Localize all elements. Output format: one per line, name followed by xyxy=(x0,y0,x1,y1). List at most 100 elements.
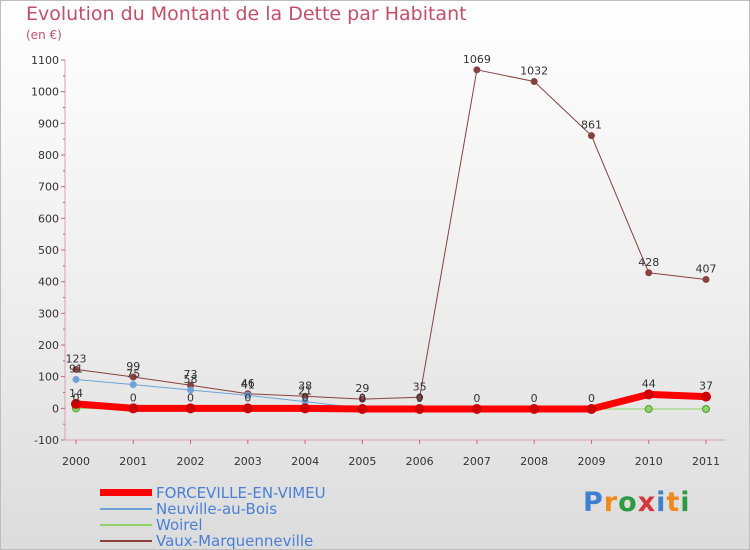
logo-letter: r xyxy=(603,487,619,518)
y-tick-label: 400 xyxy=(38,276,59,289)
y-tick-label: 700 xyxy=(38,181,59,194)
legend-item: FORCEVILLE-EN-VIMEU xyxy=(100,483,360,502)
series-line xyxy=(72,390,710,413)
y-tick-label: 1100 xyxy=(31,54,59,67)
data-point xyxy=(301,398,309,406)
x-tick-label: 2000 xyxy=(62,455,90,468)
data-label: 0 xyxy=(302,391,309,404)
legend-label: FORCEVILLE-EN-VIMEU xyxy=(156,483,326,502)
data-label: 0 xyxy=(73,391,80,404)
x-tick-label: 2006 xyxy=(406,455,434,468)
y-tick-label: 100 xyxy=(38,371,59,384)
logo-letter: i xyxy=(656,487,667,518)
data-point xyxy=(185,403,196,414)
legend-label: Neuville-au-Bois xyxy=(156,499,278,518)
data-label: 21 xyxy=(298,385,312,398)
data-label: 29 xyxy=(355,382,369,395)
data-point xyxy=(586,403,597,414)
x-tick-label: 2003 xyxy=(234,455,262,468)
data-point xyxy=(529,403,540,414)
data-point xyxy=(358,395,366,403)
data-label: 123 xyxy=(66,352,87,365)
data-label: 407 xyxy=(696,262,717,275)
logo-letter: o xyxy=(618,487,638,518)
data-label: 0 xyxy=(244,391,251,404)
y-tick-label: 200 xyxy=(38,339,59,352)
data-label: 14 xyxy=(69,387,83,400)
x-tick-label: 2010 xyxy=(635,455,663,468)
data-label: 1069 xyxy=(463,53,491,66)
data-point xyxy=(530,78,538,86)
x-tick-label: 2008 xyxy=(520,455,548,468)
y-tick-label: -100 xyxy=(34,434,59,447)
legend-label: Vaux-Marquenneville xyxy=(156,531,314,550)
chart-subtitle: (en €) xyxy=(26,28,62,42)
legend-item: Neuville-au-Bois xyxy=(100,499,360,518)
data-label: 41 xyxy=(241,378,255,391)
data-label: 37 xyxy=(699,380,713,393)
data-point xyxy=(645,269,653,277)
data-label: 91 xyxy=(69,363,83,376)
chart-title: Evolution du Montant de la Dette par Hab… xyxy=(26,3,467,25)
data-label: 0 xyxy=(473,392,480,405)
data-label: 1032 xyxy=(520,65,548,78)
data-point xyxy=(644,404,653,413)
x-tick-label: 2001 xyxy=(119,455,147,468)
data-label: 99 xyxy=(126,360,140,373)
data-point xyxy=(187,386,195,394)
data-label: 0 xyxy=(187,391,194,404)
x-tick-label: 2009 xyxy=(577,455,605,468)
x-tick-label: 2007 xyxy=(463,455,491,468)
data-point xyxy=(702,404,710,413)
y-tick-label: 500 xyxy=(38,244,59,257)
data-point xyxy=(300,403,311,414)
data-label: 0 xyxy=(359,391,366,404)
data-label: 0 xyxy=(588,392,595,405)
data-label: 0 xyxy=(416,392,423,405)
data-label: 0 xyxy=(416,391,423,404)
legend-swatch xyxy=(100,489,152,496)
legend-swatch xyxy=(100,523,152,526)
y-tick-label: 600 xyxy=(38,212,59,225)
data-label: 73 xyxy=(184,368,198,381)
data-label: 861 xyxy=(581,119,602,132)
data-point xyxy=(129,373,137,381)
y-tick-label: 900 xyxy=(38,117,59,130)
data-point xyxy=(357,403,368,414)
data-point xyxy=(301,392,309,400)
data-label: 0 xyxy=(359,392,366,405)
data-label: 44 xyxy=(642,377,656,390)
legend-swatch xyxy=(100,507,152,510)
logo-letter: t xyxy=(666,487,681,518)
data-label: 428 xyxy=(638,256,659,269)
y-tick-label: 300 xyxy=(38,307,59,320)
logo-letter: P xyxy=(583,487,604,518)
y-tick-label: 0 xyxy=(52,402,59,415)
data-point xyxy=(471,403,482,414)
data-label: 35 xyxy=(413,380,427,393)
legend-item: Vaux-Marquenneville xyxy=(100,531,360,550)
data-label: 75 xyxy=(126,368,140,381)
legend-label: Woirel xyxy=(156,515,203,534)
data-point xyxy=(71,398,81,409)
data-point xyxy=(244,391,252,399)
y-tick-label: 1000 xyxy=(31,86,59,99)
logo-letter: i xyxy=(680,487,691,518)
y-tick-label: 800 xyxy=(38,149,59,162)
legend-swatch xyxy=(100,539,152,542)
data-point xyxy=(702,275,710,283)
logo-letter: x xyxy=(637,487,657,518)
data-label: 58 xyxy=(184,373,198,386)
x-tick-label: 2002 xyxy=(177,455,205,468)
data-point xyxy=(643,389,654,400)
data-label: 46 xyxy=(241,377,255,390)
data-point xyxy=(129,381,137,389)
series-line xyxy=(75,69,707,400)
data-point xyxy=(72,365,80,373)
data-point xyxy=(72,376,80,384)
proxiti-logo: Proxiti xyxy=(583,487,691,518)
x-tick-label: 2004 xyxy=(291,455,319,468)
legend-item: Woirel xyxy=(100,515,360,534)
